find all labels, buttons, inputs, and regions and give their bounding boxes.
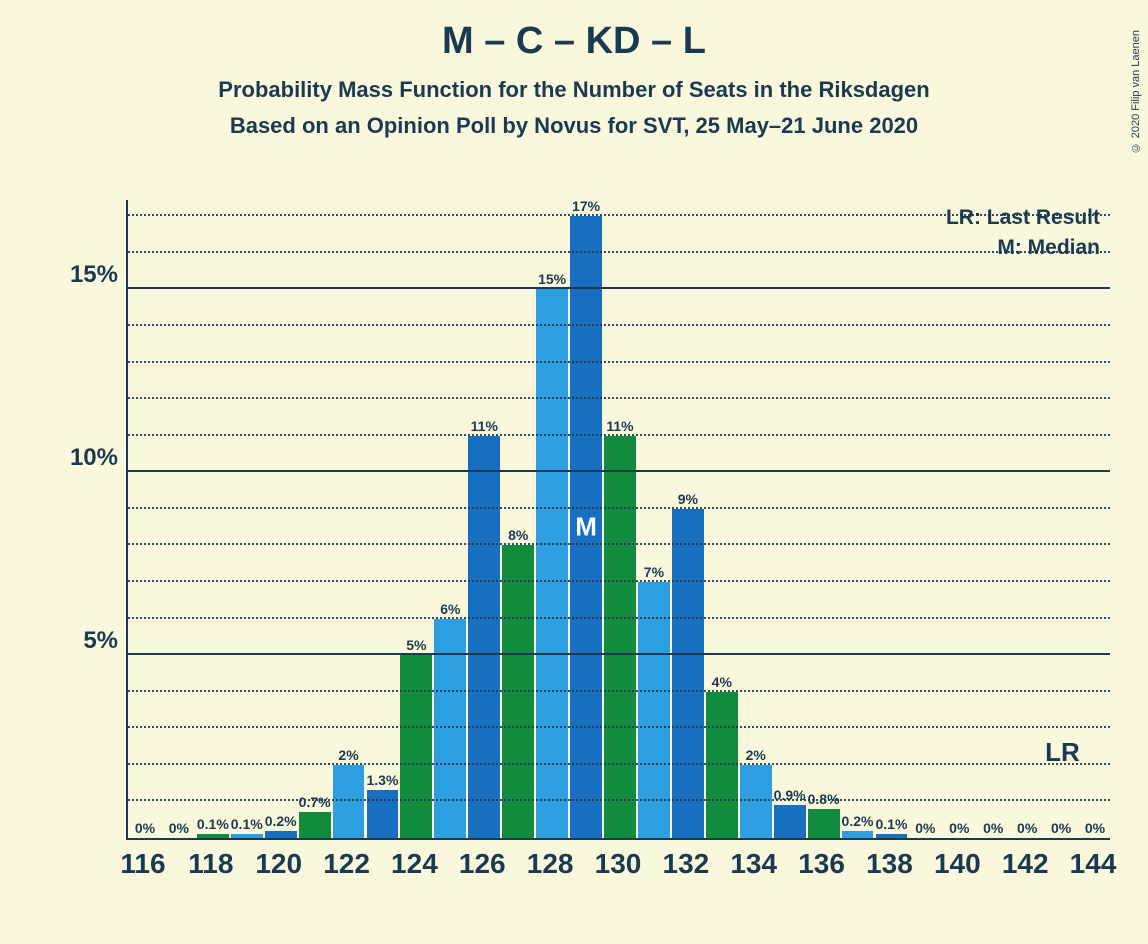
- bar-value-label: 0%: [915, 820, 935, 836]
- x-tick-label: 132: [663, 848, 710, 880]
- x-tick-label: 122: [323, 848, 370, 880]
- x-tick-label: 142: [1002, 848, 1049, 880]
- gridline-minor: [128, 617, 1110, 619]
- y-tick-label: 5%: [83, 627, 118, 655]
- bar: 11%: [604, 436, 636, 838]
- copyright-text: © 2020 Filip van Laenen: [1130, 30, 1142, 153]
- gridline-minor: [128, 434, 1110, 436]
- gridline-minor: [128, 361, 1110, 363]
- gridline-major: [128, 653, 1110, 655]
- x-tick-label: 136: [798, 848, 845, 880]
- y-tick-label: 15%: [70, 261, 118, 289]
- bar-value-label: 1.3%: [367, 772, 399, 788]
- bars-container: 0%0%0.1%0.1%0.2%0.7%2%1.3%5%6%11%8%15%17…: [128, 200, 1110, 838]
- bar-value-label: 0.1%: [875, 816, 907, 832]
- bar-value-label: 0.1%: [197, 816, 229, 832]
- bar: 9%: [672, 509, 704, 838]
- bar: 0.2%: [265, 831, 297, 838]
- bar-value-label: 0.2%: [265, 813, 297, 829]
- bar-value-label: 15%: [538, 271, 566, 287]
- x-tick-label: 144: [1070, 848, 1117, 880]
- bar-value-label: 0.1%: [231, 816, 263, 832]
- gridline-minor: [128, 690, 1110, 692]
- x-tick-label: 118: [188, 848, 233, 880]
- gridline-minor: [128, 726, 1110, 728]
- gridline-minor: [128, 397, 1110, 399]
- bar-value-label: 0%: [1017, 820, 1037, 836]
- bar-value-label: 0%: [135, 820, 155, 836]
- bar: 5%: [400, 655, 432, 838]
- chart-title: M – C – KD – L: [0, 20, 1148, 63]
- bar: 11%: [468, 436, 500, 838]
- x-tick-label: 124: [391, 848, 438, 880]
- gridline-minor: [128, 214, 1110, 216]
- bar: 0.2%: [842, 831, 874, 838]
- bar: 0.8%: [808, 809, 840, 838]
- x-tick-label: 140: [934, 848, 981, 880]
- bar-value-label: 0%: [1085, 820, 1105, 836]
- bar-value-label: 2%: [338, 747, 358, 763]
- bar: 15%: [536, 289, 568, 838]
- bar-value-label: 17%: [572, 198, 600, 214]
- bar-value-label: 2%: [746, 747, 766, 763]
- x-tick-label: 128: [527, 848, 574, 880]
- bar: 0.7%: [299, 812, 331, 838]
- bar-value-label: 6%: [440, 601, 460, 617]
- bar: 4%: [706, 692, 738, 838]
- bar-value-label: 0%: [1051, 820, 1071, 836]
- bar: 0.1%: [197, 834, 229, 838]
- bar-value-label: 0%: [983, 820, 1003, 836]
- gridline-major: [128, 470, 1110, 472]
- bar-value-label: 0.7%: [299, 794, 331, 810]
- x-tick-label: 134: [730, 848, 777, 880]
- bar: 0.1%: [231, 834, 263, 838]
- y-tick-label: 10%: [70, 444, 118, 472]
- bar-value-label: 8%: [508, 527, 528, 543]
- gridline-minor: [128, 543, 1110, 545]
- plot-area: 5%10%15% LR: Last Result M: Median 0%0%0…: [60, 200, 1110, 880]
- gridline-minor: [128, 507, 1110, 509]
- gridline-minor: [128, 324, 1110, 326]
- bar-value-label: 7%: [644, 564, 664, 580]
- gridline-minor: [128, 799, 1110, 801]
- x-tick-label: 138: [866, 848, 913, 880]
- bar-value-label: 11%: [471, 418, 498, 434]
- bar: 0.1%: [876, 834, 908, 838]
- bar: 1.3%: [367, 790, 399, 838]
- bar-value-label: 0%: [949, 820, 969, 836]
- gridline-minor: [128, 251, 1110, 253]
- x-tick-label: 126: [459, 848, 506, 880]
- bar-value-label: 5%: [406, 637, 426, 653]
- bar-value-label: 0%: [169, 820, 189, 836]
- bar-value-label: 4%: [712, 674, 732, 690]
- x-tick-label: 120: [255, 848, 302, 880]
- chart-subtitle-1: Probability Mass Function for the Number…: [0, 77, 1148, 103]
- x-axis-labels: 1161181201221241261281301321341361381401…: [126, 848, 1110, 888]
- chart-subtitle-2: Based on an Opinion Poll by Novus for SV…: [0, 113, 1148, 139]
- x-tick-label: 116: [120, 848, 165, 880]
- bar-value-label: 9%: [678, 491, 698, 507]
- gridline-minor: [128, 763, 1110, 765]
- bar-value-label: 0.2%: [842, 813, 874, 829]
- bar: 17%M: [570, 216, 602, 838]
- gridline-minor: [128, 580, 1110, 582]
- y-axis: 5% 10% 15%: [60, 200, 126, 840]
- chart-area: LR: Last Result M: Median 0%0%0.1%0.1%0.…: [126, 200, 1110, 840]
- bar-value-label: 11%: [606, 418, 633, 434]
- bar: 8%: [502, 545, 534, 838]
- gridline-major: [128, 287, 1110, 289]
- x-tick-label: 130: [595, 848, 642, 880]
- bar: 0.9%: [774, 805, 806, 838]
- median-marker: M: [575, 512, 597, 543]
